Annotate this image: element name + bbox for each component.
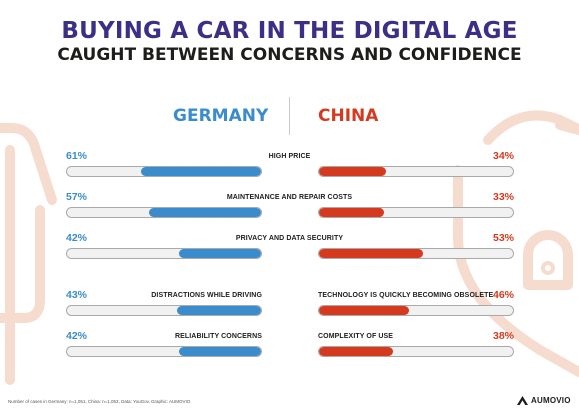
- china-track: [318, 166, 514, 177]
- germany-value: 43%: [66, 289, 88, 301]
- china-value: 33%: [492, 191, 514, 203]
- china-track: [318, 346, 514, 357]
- category-label: HIGH PRICE: [268, 153, 311, 160]
- germany-category-label: RELIABILITY CONCERNS: [174, 333, 262, 340]
- germany-bar: [178, 249, 261, 258]
- germany-track: [66, 248, 262, 259]
- china-value: 34%: [492, 150, 514, 162]
- china-bar: [319, 347, 394, 356]
- category-label: PRIVACY AND DATA SECURITY: [235, 235, 344, 242]
- germany-heading: GERMANY: [173, 106, 269, 126]
- china-category-label: TECHNOLOGY IS QUICKLY BECOMING OBSOLETE: [318, 292, 494, 299]
- germany-category-label: DISTRACTIONS WHILE DRIVING: [151, 292, 262, 299]
- china-heading: CHINA: [318, 106, 379, 126]
- footnote: Number of cases in Germany: n=1,051, Chi…: [8, 399, 192, 404]
- brand-name: AUMOVIO: [531, 396, 571, 405]
- germany-bar: [178, 347, 261, 356]
- china-bar: [319, 306, 410, 315]
- china-value: 53%: [492, 232, 514, 244]
- germany-value: 42%: [66, 330, 88, 342]
- germany-value: 57%: [66, 191, 88, 203]
- brand-logo: AUMOVIO: [517, 396, 571, 405]
- germany-value: 42%: [66, 232, 88, 244]
- heading-divider: [289, 97, 290, 135]
- germany-track: [66, 166, 262, 177]
- category-label: MAINTENANCE AND REPAIR COSTS: [226, 194, 353, 201]
- china-bar: [319, 249, 423, 258]
- germany-track: [66, 207, 262, 218]
- page-subtitle: CAUGHT BETWEEN CONCERNS AND CONFIDENCE: [57, 45, 522, 65]
- germany-track: [66, 346, 262, 357]
- china-category-label: COMPLEXITY OF USE: [318, 333, 394, 340]
- china-bar: [319, 167, 386, 176]
- china-bar: [319, 208, 384, 217]
- germany-bar: [141, 167, 261, 176]
- china-value: 38%: [492, 330, 514, 342]
- page-title: BUYING A CAR IN THE DIGITAL AGE: [61, 18, 518, 44]
- lock-keyhole-icon: [541, 261, 555, 275]
- aumovio-logo-icon: [517, 396, 528, 405]
- china-track: [318, 248, 514, 259]
- germany-bar: [149, 208, 261, 217]
- china-track: [318, 207, 514, 218]
- china-track: [318, 305, 514, 316]
- germany-value: 61%: [66, 150, 88, 162]
- china-value: 46%: [492, 289, 514, 301]
- germany-track: [66, 305, 262, 316]
- germany-bar: [176, 306, 261, 315]
